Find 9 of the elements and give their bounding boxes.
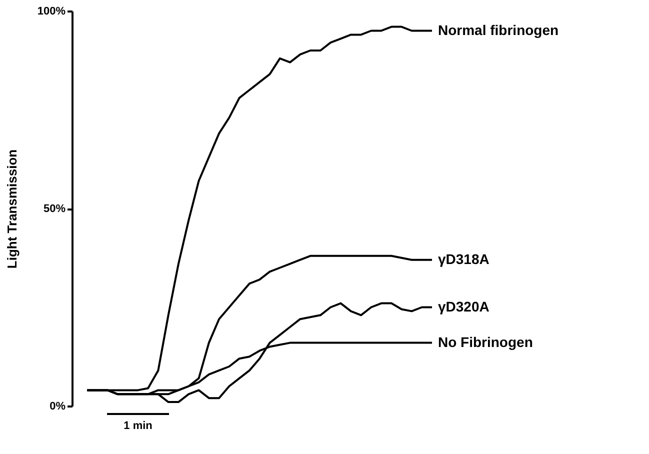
series-label: γD318A [438, 250, 490, 267]
y-tick-label: 100% [37, 6, 66, 18]
series-label: Normal fibrinogen [438, 22, 559, 38]
series-label: No Fibrinogen [438, 334, 533, 350]
y-tick-label: 50% [43, 203, 66, 215]
y-tick-label: 0% [50, 400, 66, 412]
text: 1 min [124, 420, 153, 432]
y-axis-title: Light Transmission [4, 149, 20, 269]
series-label: γD320A [438, 298, 490, 314]
